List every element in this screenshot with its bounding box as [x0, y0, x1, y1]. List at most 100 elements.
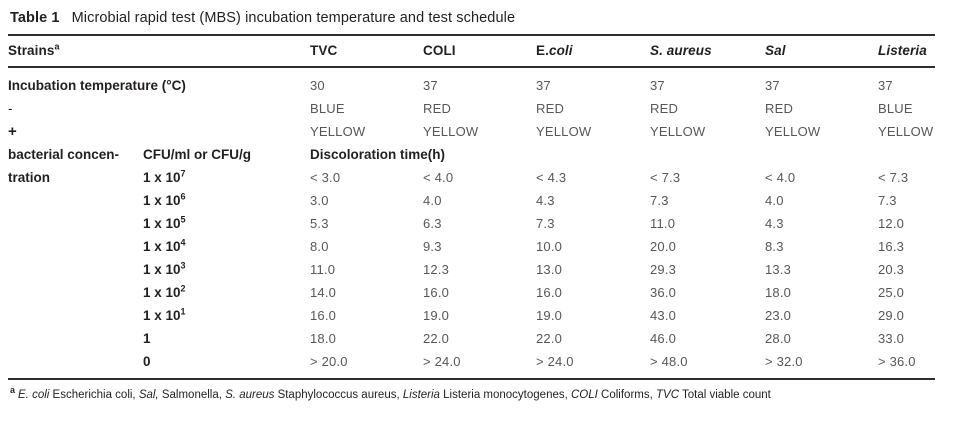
concentration-label: 1 x 105: [143, 214, 186, 231]
table-row: + YELLOW YELLOW YELLOW YELLOW YELLOW YELLOW: [8, 120, 935, 143]
data-cell: 37: [650, 78, 665, 93]
row-label: -: [8, 101, 13, 116]
table-header-row: Strainsa TVC COLI E.coli S. aureus Sal Lister…: [8, 36, 935, 66]
data-cell: 11.0: [310, 262, 336, 277]
footnote-marker: a: [10, 385, 16, 396]
data-cell: YELLOW: [878, 124, 934, 139]
table-row: 1 x 103 11.0 12.3 13.0 29.3 13.3 20.3: [8, 258, 935, 281]
data-cell: 4.0: [765, 193, 784, 208]
data-cell: 36.0: [650, 285, 677, 300]
row-label-bacterial-concentration: bacterial concen-: [8, 147, 120, 162]
data-cell: 30: [310, 78, 325, 93]
data-cell: 29.3: [650, 262, 677, 277]
data-cell: YELLOW: [650, 124, 706, 139]
concentration-label: 1: [143, 331, 151, 346]
data-cell: 19.0: [423, 308, 450, 323]
data-cell: > 20.0: [310, 354, 348, 369]
table-row: 1 18.0 22.0 22.0 46.0 28.0 33.0: [8, 327, 935, 350]
table-caption: Table 1 Microbial rapid test (MBS) incuba…: [8, 6, 935, 34]
footnote-text: E. coli Escherichia coli, Sal, Salmonell…: [18, 389, 771, 401]
data-cell: 16.0: [310, 308, 337, 323]
data-cell: 16.3: [878, 239, 905, 254]
data-cell: > 48.0: [650, 354, 688, 369]
concentration-label: 1 x 104: [143, 237, 186, 254]
concentration-label: 0: [143, 354, 151, 369]
data-cell: BLUE: [878, 101, 913, 116]
data-cell: 8.0: [310, 239, 329, 254]
data-cell: RED: [536, 101, 565, 116]
top-rule: [8, 34, 935, 36]
table-row: 1 x 101 16.0 19.0 19.0 43.0 23.0 29.0: [8, 304, 935, 327]
table-number: Table 1: [10, 10, 60, 26]
table-row: - BLUE RED RED RED RED BLUE: [8, 97, 935, 120]
data-cell: BLUE: [310, 101, 345, 116]
data-cell: YELLOW: [423, 124, 479, 139]
data-cell: 9.3: [423, 239, 442, 254]
data-cell: > 24.0: [423, 354, 461, 369]
data-cell: 3.0: [310, 193, 329, 208]
data-cell: 37: [536, 78, 551, 93]
concentration-label: 1 x 106: [143, 191, 186, 208]
data-cell: 8.3: [765, 239, 784, 254]
data-cell: < 4.3: [536, 170, 567, 185]
data-cell: > 36.0: [878, 354, 916, 369]
data-cell: < 7.3: [650, 170, 681, 185]
concentration-label: 1 x 107: [143, 168, 186, 185]
table-caption-text: Microbial rapid test (MBS) incubation te…: [71, 10, 516, 26]
data-cell: 7.3: [536, 216, 555, 231]
data-cell: 37: [878, 78, 893, 93]
data-cell: 18.0: [310, 331, 337, 346]
table-row: 1 x 105 5.3 6.3 7.3 11.0 4.3 12.0: [8, 212, 935, 235]
table-row: 1 x 106 3.0 4.0 4.3 7.3 4.0 7.3: [8, 189, 935, 212]
data-cell: < 7.3: [878, 170, 909, 185]
data-cell: > 32.0: [765, 354, 803, 369]
data-cell: 4.0: [423, 193, 442, 208]
data-cell: 20.3: [878, 262, 905, 277]
data-cell: YELLOW: [536, 124, 592, 139]
data-cell: 29.0: [878, 308, 905, 323]
data-cell: 33.0: [878, 331, 905, 346]
data-cell: 25.0: [878, 285, 905, 300]
table-footnote: a E. coli Escherichia coli, Sal, Salmonel…: [8, 380, 935, 403]
data-cell: 46.0: [650, 331, 677, 346]
data-cell: RED: [650, 101, 679, 116]
strains-footnote-marker: a: [54, 41, 60, 52]
data-cell: 43.0: [650, 308, 677, 323]
row-label: Incubation temperature (°C): [8, 78, 186, 93]
header-rule: [8, 66, 935, 68]
data-cell: 12.0: [878, 216, 905, 231]
data-cell: 5.3: [310, 216, 329, 231]
bottom-rule: [8, 378, 935, 380]
data-cell: YELLOW: [765, 124, 821, 139]
data-cell: 37: [765, 78, 780, 93]
column-header: TVC: [310, 43, 338, 58]
discoloration-time-header: Discoloration time(h): [310, 147, 446, 162]
data-cell: < 4.0: [423, 170, 454, 185]
data-cell: 20.0: [650, 239, 677, 254]
data-cell: 18.0: [765, 285, 792, 300]
data-cell: 7.3: [878, 193, 897, 208]
data-cell: RED: [765, 101, 794, 116]
data-cell: 4.3: [765, 216, 784, 231]
column-header: Sal: [765, 43, 786, 58]
concentration-label: 1 x 103: [143, 260, 186, 277]
data-cell: 6.3: [423, 216, 442, 231]
data-cell: 22.0: [423, 331, 450, 346]
data-cell: 12.3: [423, 262, 450, 277]
table-body: Incubation temperature (°C) 30 37 37 37 37 37 -…: [8, 68, 935, 373]
column-header: S. aureus: [650, 43, 712, 58]
table-row: bacterial concen- CFU/ml or CFU/g Discolor…: [8, 143, 935, 166]
data-cell: 19.0: [536, 308, 563, 323]
data-cell: > 24.0: [536, 354, 574, 369]
data-cell: < 4.0: [765, 170, 796, 185]
column-header: E.coli: [536, 43, 573, 58]
data-cell: 7.3: [650, 193, 669, 208]
data-cell: 16.0: [536, 285, 563, 300]
data-cell: 4.3: [536, 193, 555, 208]
data-cell: 11.0: [650, 216, 676, 231]
row-label: tration: [8, 170, 50, 185]
table-row: 0 > 20.0 > 24.0 > 24.0 > 48.0 > 32.0 > 36.0: [8, 350, 935, 373]
column-header: COLI: [423, 43, 456, 58]
data-cell: 28.0: [765, 331, 792, 346]
data-cell: < 3.0: [310, 170, 341, 185]
